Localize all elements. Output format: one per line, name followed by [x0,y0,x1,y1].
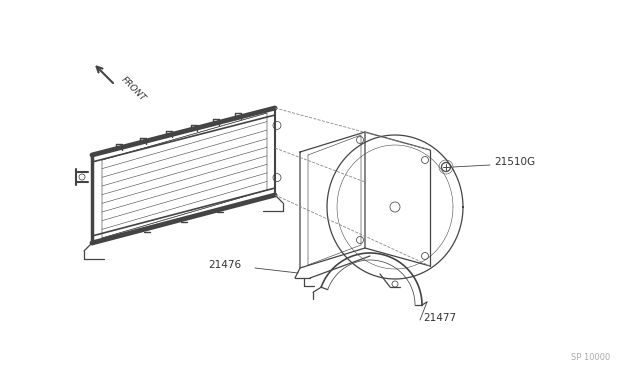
Text: 21476: 21476 [208,260,241,270]
Text: FRONT: FRONT [119,75,147,103]
Text: 21477: 21477 [423,313,456,323]
Text: 21510G: 21510G [494,157,535,167]
Text: SP 10000: SP 10000 [571,353,610,362]
